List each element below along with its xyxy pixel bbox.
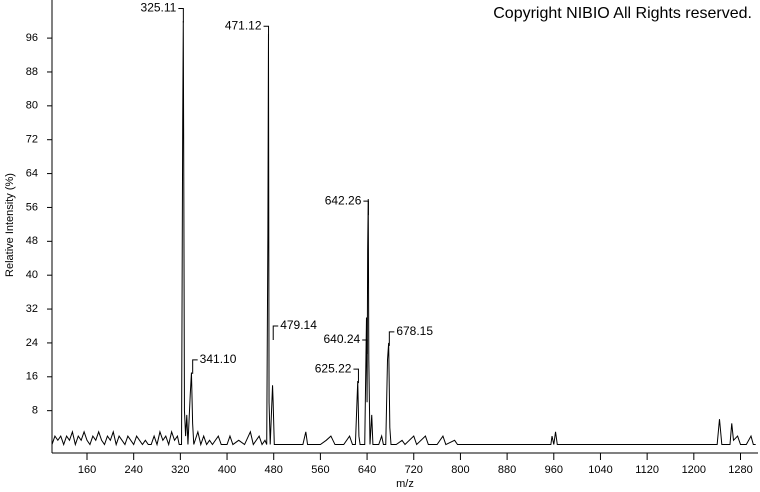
y-tick-label: 80 <box>26 100 38 112</box>
label-bracket <box>353 368 359 384</box>
label-bracket <box>388 331 395 346</box>
x-tick-label: 1120 <box>635 464 659 476</box>
peak-label: 325.11 <box>141 1 177 15</box>
peak-label: 625.22 <box>315 361 352 375</box>
y-tick-label: 48 <box>26 235 38 247</box>
y-tick-label: 16 <box>26 371 38 383</box>
y-axis-label: Relative Intensity (%) <box>4 173 16 277</box>
copyright: Copyright NIBIO All Rights reserved. <box>493 5 752 22</box>
label-bracket <box>178 7 184 23</box>
label-bracket <box>362 339 368 354</box>
x-tick-label: 480 <box>265 464 283 476</box>
y-tick-label: 96 <box>26 32 38 44</box>
x-tick-label: 1040 <box>588 464 612 476</box>
x-tick-label: 880 <box>498 464 516 476</box>
x-tick-label: 240 <box>125 464 143 476</box>
peak-label: 640.24 <box>324 332 361 346</box>
x-axis-label: m/z <box>396 478 414 490</box>
y-tick-label: 72 <box>26 134 38 146</box>
y-tick-label: 8 <box>32 405 38 417</box>
label-bracket <box>263 25 270 41</box>
y-tick-label: 24 <box>26 337 38 349</box>
x-tick-label: 960 <box>545 464 563 476</box>
x-tick-label: 1280 <box>728 464 752 476</box>
peak-label: 471.12 <box>225 18 262 32</box>
label-bracket <box>272 325 279 340</box>
y-tick-label: 32 <box>26 303 38 315</box>
x-tick-label: 640 <box>358 464 376 476</box>
peak-label: 642.26 <box>325 193 362 207</box>
x-tick-label: 1200 <box>682 464 706 476</box>
x-tick-label: 720 <box>405 464 423 476</box>
x-tick-label: 560 <box>311 464 329 476</box>
y-tick-label: 64 <box>26 167 38 179</box>
peak-label: 479.14 <box>280 318 317 332</box>
peak-label: 678.15 <box>396 324 433 338</box>
label-bracket <box>363 200 369 216</box>
label-bracket <box>192 359 198 374</box>
spectrum-line <box>51 21 756 447</box>
peak-label: 341.10 <box>200 352 237 366</box>
x-tick-label: 400 <box>218 464 236 476</box>
y-tick-label: 56 <box>26 201 38 213</box>
y-tick-label: 88 <box>26 66 38 78</box>
y-tick-label: 40 <box>26 269 38 281</box>
x-tick-label: 320 <box>171 464 189 476</box>
x-tick-label: 800 <box>451 464 469 476</box>
x-tick-label: 160 <box>78 464 96 476</box>
